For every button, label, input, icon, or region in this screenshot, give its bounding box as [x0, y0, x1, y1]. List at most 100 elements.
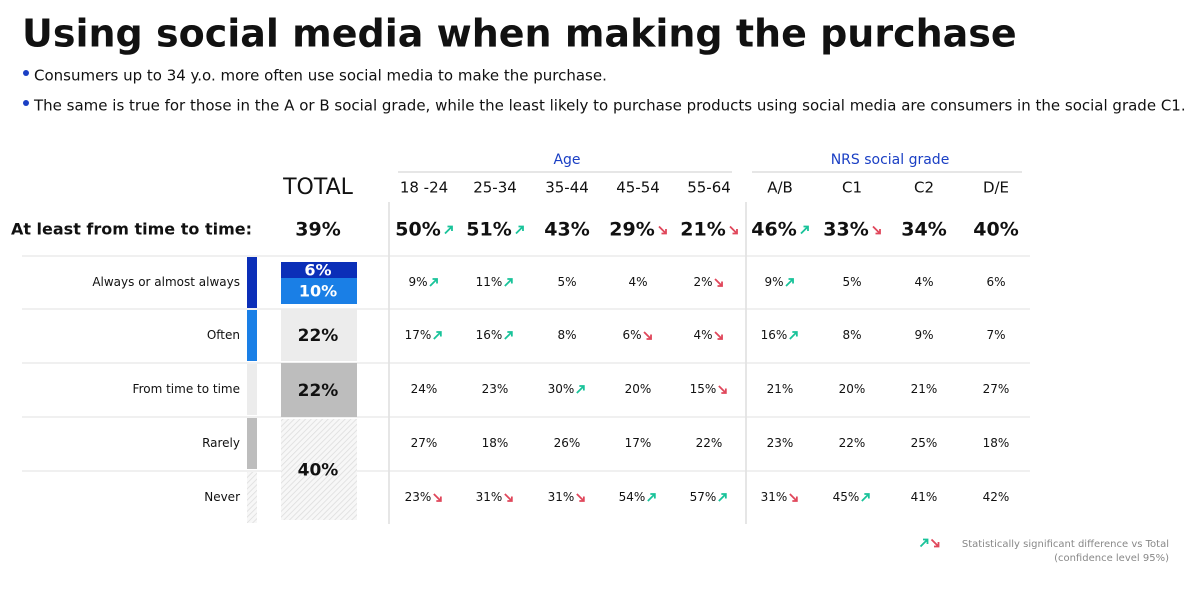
row-label: Never: [204, 490, 240, 504]
significance-arrow: [504, 278, 513, 287]
significance-arrow: [429, 278, 438, 287]
total-segment-label: 40%: [298, 461, 339, 481]
significance-arrow: [714, 331, 723, 340]
cell: 23%: [482, 382, 509, 396]
cell: 50%: [395, 219, 440, 241]
bullet: Consumers up to 34 y.o. more often use s…: [34, 67, 607, 85]
row-strip: [247, 418, 257, 469]
row-strip: [247, 364, 257, 415]
significance-arrow: [714, 278, 723, 287]
column-header: 25-34: [473, 179, 517, 197]
row-strip: [247, 310, 257, 361]
significance-arrow: [789, 331, 798, 340]
cell: 17%: [625, 436, 652, 450]
row-label: From time to time: [133, 382, 240, 396]
cell: 17%: [405, 328, 432, 342]
cell: 6%: [986, 275, 1005, 289]
significance-arrow: [444, 225, 453, 235]
total-segment: [281, 278, 357, 304]
cell: 21%: [680, 219, 725, 241]
cell: 5%: [842, 275, 861, 289]
total-segment-label: 22%: [298, 326, 339, 346]
cell: 15%: [690, 382, 717, 396]
significance-arrow: [800, 225, 809, 235]
cell: 26%: [554, 436, 581, 450]
column-header: 45-54: [616, 179, 660, 197]
cell: 29%: [609, 219, 654, 241]
column-header: C1: [842, 179, 862, 197]
group-label: NRS social grade: [831, 152, 950, 168]
legend-text: (confidence level 95%): [1054, 553, 1169, 564]
column-header: TOTAL: [282, 175, 354, 200]
total-segment: [281, 309, 357, 361]
total-segment-label: 22%: [298, 381, 339, 401]
significance-arrow: [515, 225, 524, 235]
cell: 31%: [476, 490, 503, 504]
cell: 20%: [625, 382, 652, 396]
cell: 22%: [696, 436, 723, 450]
cell: 8%: [842, 328, 861, 342]
bullet: The same is true for those in the A or B…: [33, 97, 1186, 115]
column-header: 18 -24: [400, 179, 448, 197]
cell: 9%: [914, 328, 933, 342]
cell: 8%: [557, 328, 576, 342]
cell: 20%: [839, 382, 866, 396]
cell: 16%: [761, 328, 788, 342]
column-header: 55-64: [687, 179, 731, 197]
cell: 42%: [983, 490, 1010, 504]
cell: 11%: [476, 275, 503, 289]
cell: 21%: [767, 382, 794, 396]
cell: 23%: [405, 490, 432, 504]
significance-arrow: [433, 493, 442, 502]
legend-text: Statistically significant difference vs …: [962, 539, 1169, 550]
significance-arrow: [785, 278, 794, 287]
cell: 4%: [914, 275, 933, 289]
row-strip: [247, 472, 257, 523]
row-strip: [247, 257, 257, 308]
total-segment: [281, 363, 357, 417]
significance-arrow: [643, 331, 652, 340]
significance-arrow: [919, 538, 929, 548]
cell: 43%: [544, 219, 589, 241]
significance-arrow: [658, 225, 667, 235]
cell: 30%: [548, 382, 575, 396]
significance-arrow: [718, 385, 727, 394]
cell: 25%: [911, 436, 938, 450]
significance-arrow: [504, 331, 513, 340]
total-segment: [281, 262, 357, 278]
column-header: D/E: [983, 179, 1009, 197]
cell: 23%: [767, 436, 794, 450]
cell: 46%: [751, 219, 796, 241]
cell: 5%: [557, 275, 576, 289]
cell: 9%: [408, 275, 427, 289]
cell: 34%: [901, 219, 946, 241]
total-segment: [281, 419, 357, 520]
cell: 9%: [764, 275, 783, 289]
column-header: 35-44: [545, 179, 589, 197]
cell: 31%: [761, 490, 788, 504]
row-label: Always or almost always: [92, 275, 240, 289]
cell: 41%: [911, 490, 938, 504]
significance-arrow: [433, 331, 442, 340]
title: Using social media when making the purch…: [22, 12, 1017, 56]
significance-arrow: [872, 225, 881, 235]
cell: 57%: [690, 490, 717, 504]
total-segment-label: 6%: [304, 261, 331, 280]
significance-arrow: [576, 385, 585, 394]
cell: 24%: [411, 382, 438, 396]
cell: 45%: [833, 490, 860, 504]
cell: 18%: [482, 436, 509, 450]
cell: 22%: [839, 436, 866, 450]
cell: 6%: [622, 328, 641, 342]
cell: 7%: [986, 328, 1005, 342]
cell: 51%: [466, 219, 511, 241]
cell: 4%: [628, 275, 647, 289]
group-label: Age: [553, 152, 580, 168]
cell: 31%: [548, 490, 575, 504]
column-header: C2: [914, 179, 934, 197]
significance-arrow: [504, 493, 513, 502]
cell: 27%: [411, 436, 438, 450]
summary-label: At least from time to time:: [11, 220, 252, 239]
